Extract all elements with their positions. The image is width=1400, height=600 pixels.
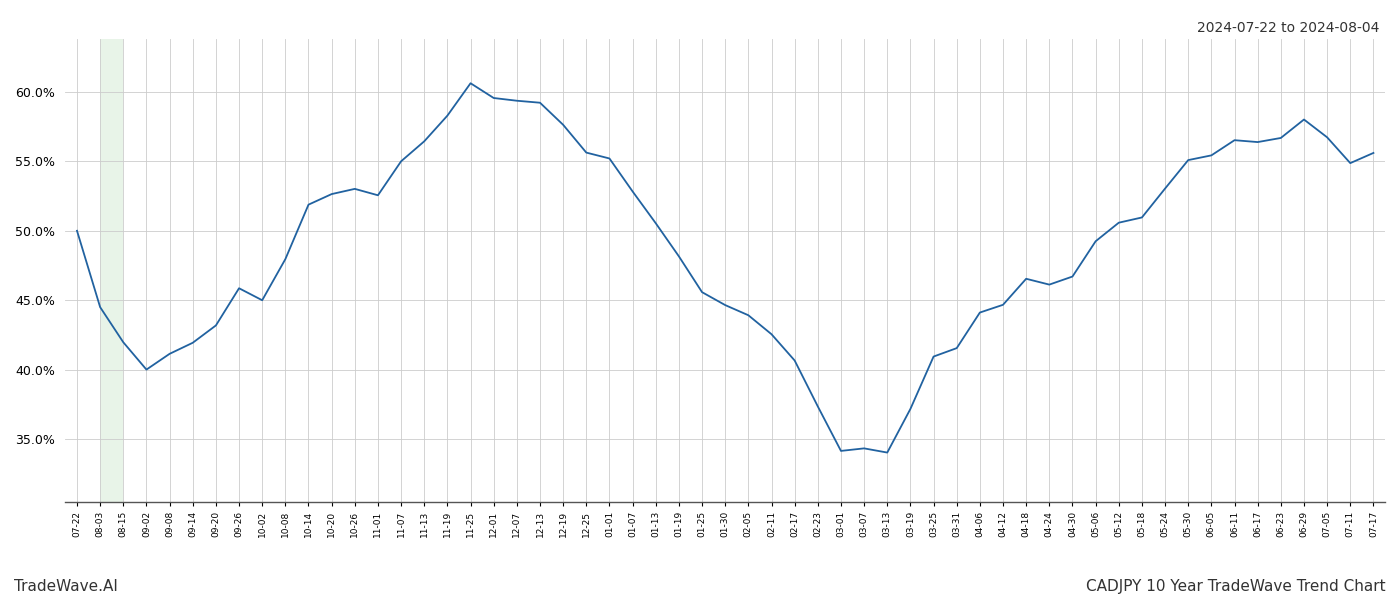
Text: CADJPY 10 Year TradeWave Trend Chart: CADJPY 10 Year TradeWave Trend Chart [1086, 579, 1386, 594]
Bar [101, 39, 123, 502]
Text: TradeWave.AI: TradeWave.AI [14, 579, 118, 594]
Text: 2024-07-22 to 2024-08-04: 2024-07-22 to 2024-08-04 [1197, 21, 1379, 35]
